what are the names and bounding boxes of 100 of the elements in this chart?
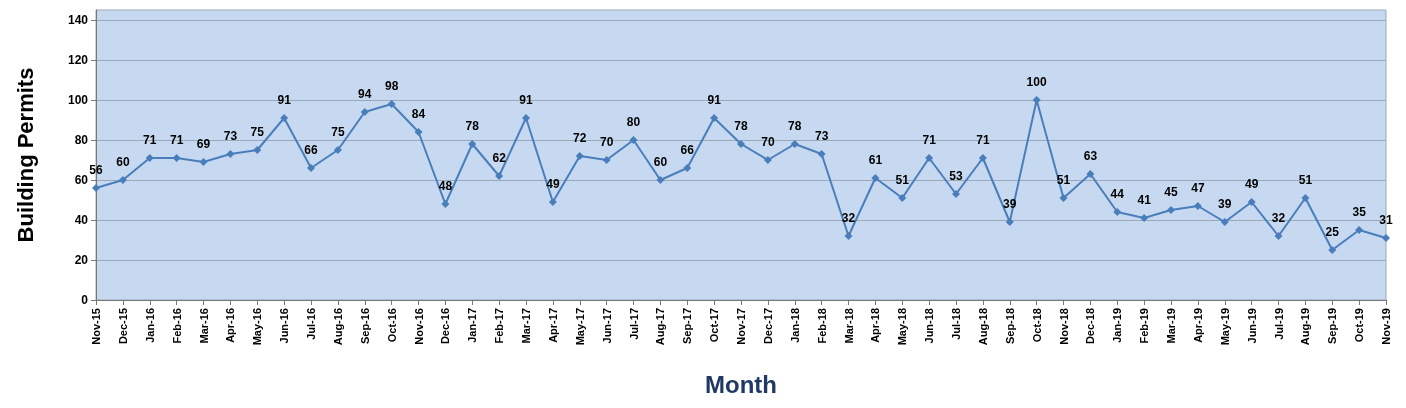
data-label: 39	[1218, 197, 1232, 211]
x-tick-label: Jun-16	[278, 308, 291, 344]
point	[1005, 218, 1014, 226]
point	[145, 154, 154, 162]
y-axis-title: Building Permits	[12, 67, 38, 243]
data-label: 78	[465, 119, 480, 133]
point	[978, 154, 987, 162]
point	[1086, 170, 1095, 178]
data-label: 66	[304, 143, 318, 157]
x-tick-label: May-18	[896, 308, 909, 346]
data-label: 78	[788, 119, 802, 133]
data-label: 25	[1325, 225, 1340, 239]
data-label: 60	[653, 155, 668, 169]
x-tick-label: Nov-19	[1380, 308, 1392, 345]
x-tick-label: Aug-18	[976, 308, 989, 346]
point	[199, 158, 208, 166]
point	[925, 154, 934, 162]
data-label: 69	[196, 137, 211, 151]
y-tick-label: 100	[67, 93, 89, 107]
data-label: 51	[1056, 173, 1071, 187]
point	[414, 128, 423, 136]
x-tick-label: Dec-17	[761, 308, 774, 345]
data-label: 94	[358, 87, 372, 101]
x-tick-label: Nov-15	[90, 308, 102, 345]
x-tick-label: Aug-17	[654, 308, 667, 346]
point	[790, 140, 799, 148]
point	[1140, 214, 1149, 222]
data-label: 45	[1164, 185, 1178, 199]
point	[548, 198, 557, 206]
x-tick-label: Feb-17	[493, 308, 506, 344]
data-label: 31	[1379, 213, 1393, 227]
x-tick-label: Apr-17	[546, 308, 559, 343]
point	[1193, 202, 1202, 210]
x-tick-label: Nov-16	[412, 308, 425, 345]
x-tick-label: Oct-17	[708, 308, 721, 343]
point	[172, 154, 181, 162]
point	[1220, 218, 1229, 226]
data-label: 51	[1298, 173, 1313, 187]
x-tick-label: Sep-17	[681, 308, 694, 345]
point	[1301, 194, 1310, 202]
point	[629, 136, 638, 144]
x-tick-label: Jan-16	[143, 308, 156, 343]
x-tick-label: Jan-17	[466, 308, 479, 343]
data-label: 91	[519, 93, 533, 107]
data-label: 78	[734, 119, 748, 133]
data-label: 75	[331, 125, 345, 139]
data-label: 72	[573, 131, 587, 145]
x-tick-label: May-16	[251, 308, 264, 346]
data-label: 70	[599, 135, 614, 149]
point	[441, 200, 450, 208]
data-label: 41	[1137, 193, 1152, 207]
data-label: 91	[277, 93, 292, 107]
point	[1247, 198, 1256, 206]
data-label: 49	[546, 177, 560, 191]
data-label: 70	[761, 135, 775, 149]
point	[253, 146, 262, 154]
x-tick-label: Aug-19	[1299, 308, 1312, 346]
x-tick-label: Apr-18	[869, 308, 882, 343]
data-label: 71	[976, 133, 990, 147]
data-label: 35	[1352, 205, 1367, 219]
x-tick-label: Mar-17	[520, 308, 532, 344]
point	[1167, 206, 1175, 214]
point	[575, 152, 584, 160]
point	[737, 140, 745, 148]
point	[871, 174, 880, 182]
x-tick-label: Jul-19	[1272, 308, 1285, 340]
point	[1113, 208, 1122, 216]
data-label: 73	[223, 129, 238, 143]
point	[1355, 226, 1364, 234]
data-label: 75	[250, 125, 265, 139]
point	[656, 176, 665, 184]
x-tick-label: Sep-18	[1003, 308, 1016, 345]
data-label: 84	[411, 107, 426, 121]
point	[602, 156, 611, 164]
data-label: 39	[1003, 197, 1017, 211]
x-tick-label: Dec-16	[439, 308, 452, 345]
point	[1274, 232, 1283, 240]
x-tick-label: Apr-19	[1191, 308, 1204, 343]
y-tick-label: 40	[74, 213, 89, 227]
x-axis-title: Month	[705, 370, 777, 398]
point	[952, 190, 960, 198]
data-label: 61	[868, 153, 883, 167]
point	[710, 114, 719, 122]
data-label: 91	[707, 93, 722, 107]
x-tick-label: May-17	[573, 308, 586, 346]
point	[844, 232, 853, 240]
x-tick-label: Jul-16	[305, 308, 317, 340]
x-tick-label: Jul-17	[627, 308, 640, 340]
x-tick-label: Nov-17	[735, 308, 747, 345]
x-tick-label: Feb-16	[170, 308, 183, 344]
data-label: 32	[841, 211, 856, 225]
x-tick-label: Oct-18	[1030, 308, 1043, 343]
point	[307, 164, 315, 172]
point	[387, 100, 396, 108]
data-label: 98	[384, 79, 399, 93]
y-tick-label: 60	[74, 173, 89, 187]
x-tick-label: Jan-19	[1111, 308, 1124, 343]
point	[360, 108, 369, 116]
point	[522, 114, 530, 122]
x-tick-label: Sep-16	[358, 308, 371, 345]
